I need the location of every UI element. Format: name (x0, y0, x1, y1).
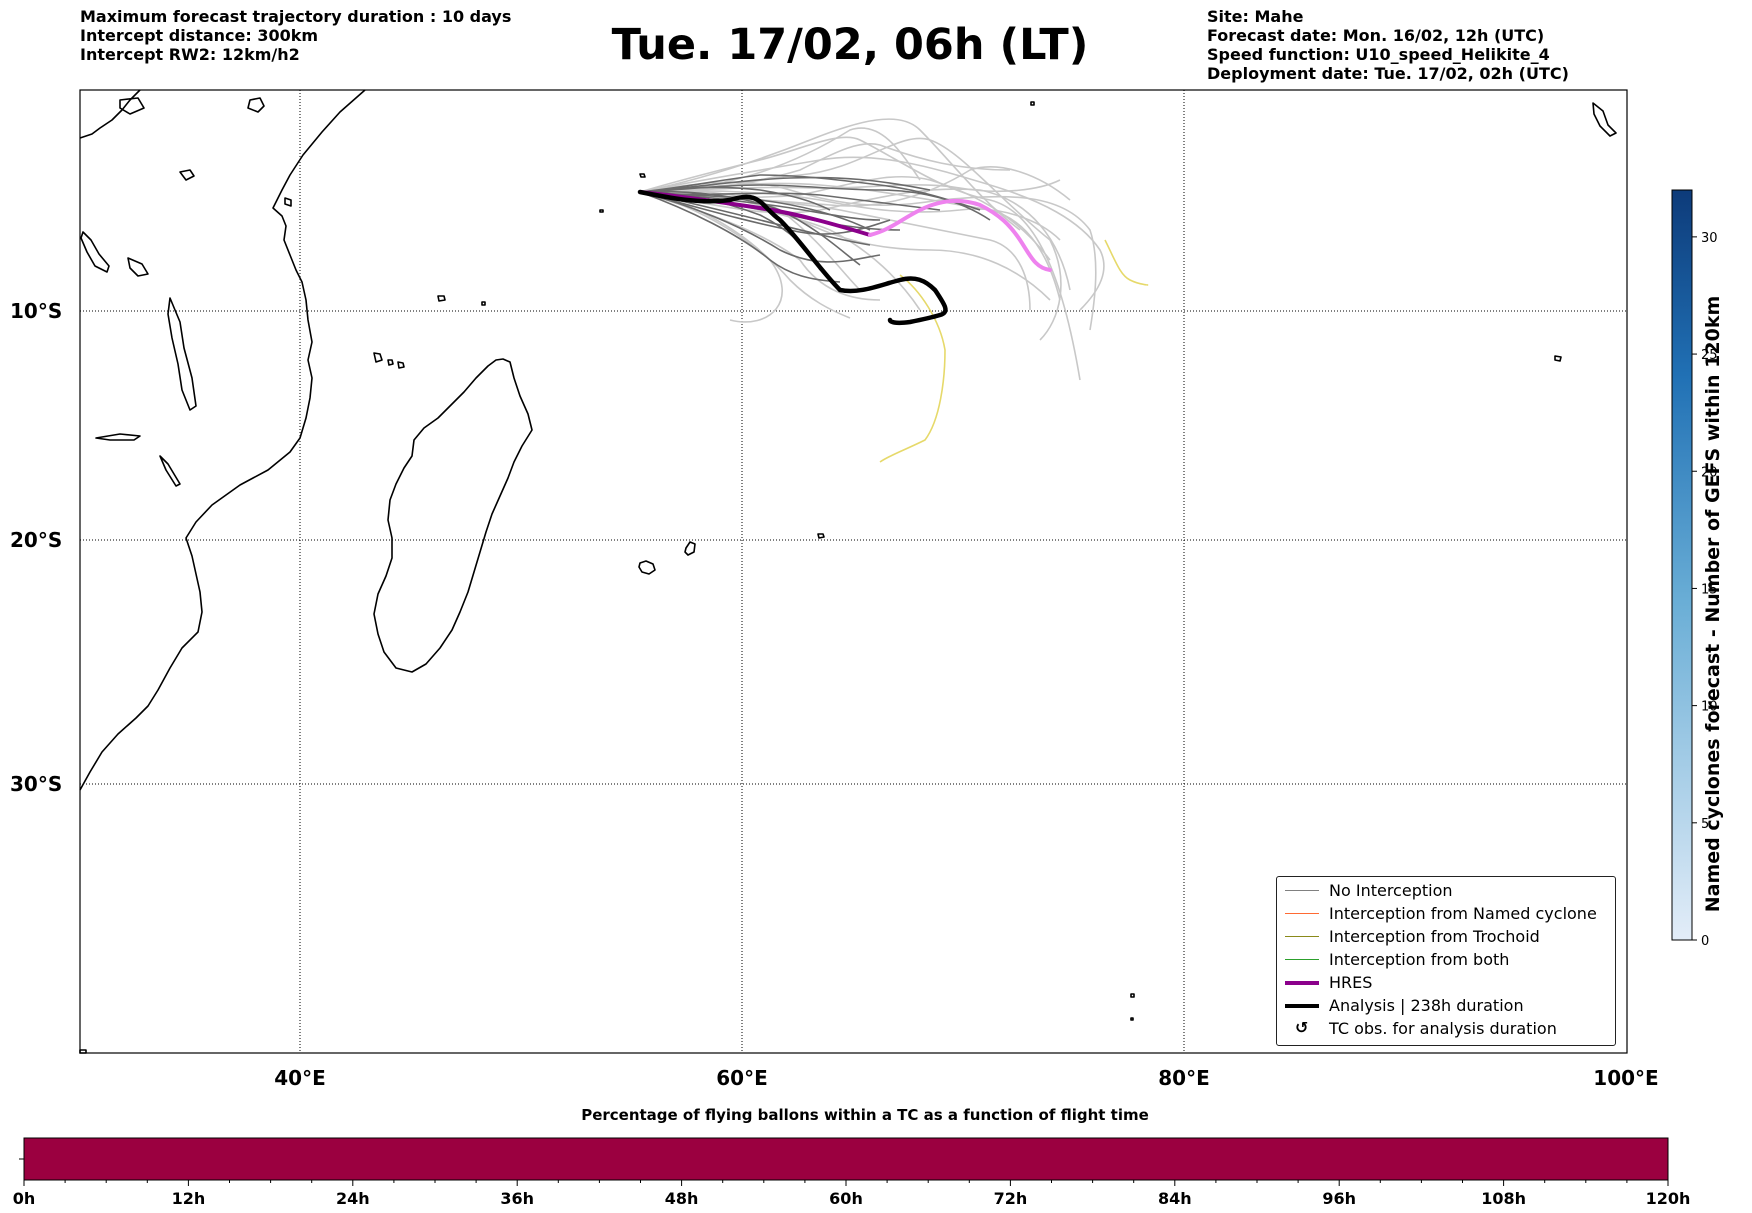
lat-label-20s: 20°S (10, 528, 62, 552)
colorbar-tick-label: 30 (1701, 231, 1718, 246)
latitude-labels: 10°S 20°S 30°S (10, 299, 62, 796)
africa-coastline (79, 89, 366, 791)
africa-north-coast (79, 89, 141, 139)
lon-label-100e: 100°E (1593, 1066, 1658, 1090)
legend-item-no-interception: No Interception (1277, 880, 1615, 902)
legend-label: Analysis | 238h duration (1329, 996, 1524, 1015)
flight-time-tick-label: 120h (1646, 1189, 1691, 1208)
legend-item-analysis: Analysis | 238h duration (1277, 995, 1615, 1017)
legend-swatch (1285, 981, 1319, 985)
legend-label: No Interception (1329, 881, 1453, 900)
flight-time-tick-label: 12h (172, 1189, 206, 1208)
legend-swatch (1285, 890, 1319, 891)
legend-swatch (1285, 913, 1319, 914)
lon-label-80e: 80°E (1158, 1066, 1210, 1090)
flight-time-ticks: 0h 12h 24h 36h 48h 60h 72h 84h 96h 108h 120h (13, 1180, 1691, 1208)
flight-time-tick-label: 24h (336, 1189, 370, 1208)
flight-time-tick-label: 60h (829, 1189, 863, 1208)
yellow-trajectories (879, 239, 1149, 463)
madagascar-coastline (373, 358, 533, 673)
legend-label: Interception from both (1329, 950, 1510, 969)
lon-label-60e: 60°E (716, 1066, 768, 1090)
colorbar-tick-label: 25 (1701, 348, 1718, 363)
flight-time-tick-label: 84h (1158, 1189, 1192, 1208)
legend-label: Interception from Named cyclone (1329, 904, 1597, 923)
legend-swatch (1285, 1004, 1319, 1008)
site-text: Site: Mahe (1207, 7, 1304, 26)
legend-item-named-cyclone: Interception from Named cyclone (1277, 903, 1615, 925)
legend-item-tc-obs: ↺ TC obs. for analysis duration (1277, 1018, 1615, 1040)
max-duration-text: Maximum forecast trajectory duration : 1… (80, 7, 512, 26)
mauritius-coastline (684, 541, 696, 556)
legend-item-hres: HRES (1277, 972, 1615, 994)
colorbar-ticks: 0 5 10 15 20 25 30 (1692, 231, 1718, 949)
colorbar-tick-label: 20 (1701, 465, 1718, 480)
deployment-date-text: Deployment date: Tue. 17/02, 02h (UTC) (1207, 64, 1569, 83)
flight-time-bar-fill (23, 1137, 1669, 1181)
flight-time-tick-label: 0h (13, 1189, 36, 1208)
colorbar-tick-label: 15 (1701, 582, 1718, 597)
coastlines (79, 89, 1617, 1054)
lat-label-10s: 10°S (10, 299, 62, 323)
forecast-date-text: Forecast date: Mon. 16/02, 12h (UTC) (1207, 26, 1545, 45)
flight-time-bar-title: Percentage of flying ballons within a TC… (581, 1106, 1149, 1124)
colorbar-label: Named cyclones forecast - Number of GEFS… (1702, 295, 1724, 913)
legend-swatch (1285, 936, 1319, 937)
forecast-info: Site: Mahe Forecast date: Mon. 16/02, 12… (1207, 7, 1569, 83)
flight-time-tick-label: 36h (500, 1189, 534, 1208)
legend-swatch (1285, 959, 1319, 960)
lat-label-30s: 30°S (10, 772, 62, 796)
legend-label: TC obs. for analysis duration (1329, 1019, 1557, 1038)
reunion-coastline (638, 560, 656, 575)
longitude-labels: 40°E 60°E 80°E 100°E (274, 1066, 1658, 1090)
legend: No Interception Interception from Named … (1276, 876, 1616, 1046)
run-parameters: Maximum forecast trajectory duration : 1… (80, 7, 511, 64)
flight-time-tick-label: 96h (1322, 1189, 1356, 1208)
flight-time-tick-label: 48h (665, 1189, 699, 1208)
main-title: Tue. 17/02, 06h (LT) (611, 20, 1089, 70)
flight-time-tick-label: 108h (1481, 1189, 1526, 1208)
flight-time-bar: 0h 12h 24h 36h 48h 60h 72h 84h 96h 108h 120h (13, 1137, 1691, 1208)
lon-label-40e: 40°E (274, 1066, 326, 1090)
speed-function-text: Speed function: U10_speed_Helikite_4 (1207, 45, 1550, 64)
colorbar-tick-label: 5 (1701, 817, 1709, 832)
colorbar-gradient (1671, 189, 1693, 941)
tc-obs-icon: ↺ (1295, 1018, 1309, 1037)
flight-time-tick-label: 72h (994, 1189, 1028, 1208)
colorbar-tick-label: 0 (1701, 934, 1709, 949)
intercept-rw2-text: Intercept RW2: 12km/h2 (80, 45, 300, 64)
legend-label: Interception from Trochoid (1329, 927, 1540, 946)
intercept-distance-text: Intercept distance: 300km (80, 26, 319, 45)
colorbar-tick-label: 10 (1701, 700, 1718, 715)
legend-label: HRES (1329, 973, 1373, 992)
hres-trajectory (638, 190, 1052, 272)
legend-item-trochoid: Interception from Trochoid (1277, 926, 1615, 948)
ensemble-trajectories-light (639, 118, 1105, 381)
legend-item-both: Interception from both (1277, 949, 1615, 971)
colorbar: 0 5 10 15 20 25 30 (1671, 189, 1718, 949)
analysis-trajectory (637, 189, 948, 326)
